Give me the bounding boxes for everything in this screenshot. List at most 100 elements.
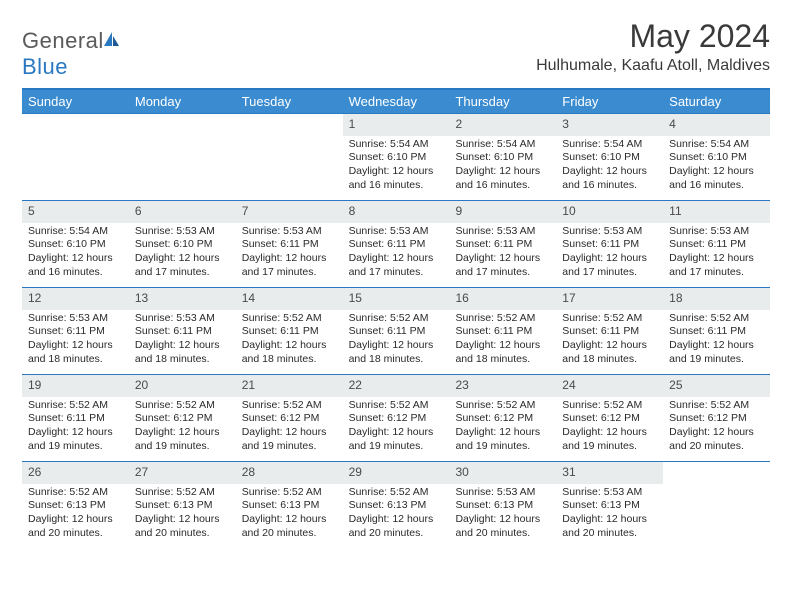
calendar-day-cell: 25Sunrise: 5:52 AMSunset: 6:12 PMDayligh… (663, 375, 770, 461)
calendar-day-cell: 8Sunrise: 5:53 AMSunset: 6:11 PMDaylight… (343, 201, 450, 287)
day-number: 8 (343, 201, 450, 223)
day-number: 21 (236, 375, 343, 397)
calendar-empty-cell (129, 114, 236, 200)
day-number: 17 (556, 288, 663, 310)
calendar-day-cell: 2Sunrise: 5:54 AMSunset: 6:10 PMDaylight… (449, 114, 556, 200)
sunrise-line: Sunrise: 5:52 AM (349, 486, 444, 500)
daylight-line: Daylight: 12 hours and 19 minutes. (135, 426, 230, 453)
day-details: Sunrise: 5:53 AMSunset: 6:13 PMDaylight:… (556, 484, 663, 547)
day-details: Sunrise: 5:54 AMSunset: 6:10 PMDaylight:… (663, 136, 770, 199)
weekday-header: Tuesday (236, 90, 343, 113)
calendar-day-cell: 6Sunrise: 5:53 AMSunset: 6:10 PMDaylight… (129, 201, 236, 287)
calendar-week-row: 26Sunrise: 5:52 AMSunset: 6:13 PMDayligh… (22, 461, 770, 548)
sunrise-line: Sunrise: 5:54 AM (28, 225, 123, 239)
daylight-line: Daylight: 12 hours and 19 minutes. (242, 426, 337, 453)
daylight-line: Daylight: 12 hours and 16 minutes. (349, 165, 444, 192)
day-details: Sunrise: 5:53 AMSunset: 6:11 PMDaylight:… (556, 223, 663, 286)
day-number: 23 (449, 375, 556, 397)
day-details: Sunrise: 5:52 AMSunset: 6:12 PMDaylight:… (449, 397, 556, 460)
calendar-empty-cell (663, 462, 770, 548)
sunrise-line: Sunrise: 5:52 AM (562, 399, 657, 413)
day-details: Sunrise: 5:52 AMSunset: 6:12 PMDaylight:… (556, 397, 663, 460)
day-number: 5 (22, 201, 129, 223)
day-details: Sunrise: 5:53 AMSunset: 6:11 PMDaylight:… (129, 310, 236, 373)
sunset-line: Sunset: 6:13 PM (455, 499, 550, 513)
day-details: Sunrise: 5:53 AMSunset: 6:11 PMDaylight:… (236, 223, 343, 286)
day-details: Sunrise: 5:53 AMSunset: 6:10 PMDaylight:… (129, 223, 236, 286)
sunset-line: Sunset: 6:11 PM (455, 325, 550, 339)
day-details: Sunrise: 5:53 AMSunset: 6:11 PMDaylight:… (663, 223, 770, 286)
sunset-line: Sunset: 6:11 PM (242, 238, 337, 252)
daylight-line: Daylight: 12 hours and 19 minutes. (349, 426, 444, 453)
calendar-day-cell: 22Sunrise: 5:52 AMSunset: 6:12 PMDayligh… (343, 375, 450, 461)
day-details: Sunrise: 5:52 AMSunset: 6:13 PMDaylight:… (236, 484, 343, 547)
sunrise-line: Sunrise: 5:52 AM (669, 312, 764, 326)
weekday-header: Wednesday (343, 90, 450, 113)
day-details: Sunrise: 5:54 AMSunset: 6:10 PMDaylight:… (22, 223, 129, 286)
weekday-header: Monday (129, 90, 236, 113)
sunset-line: Sunset: 6:11 PM (455, 238, 550, 252)
day-number: 12 (22, 288, 129, 310)
sunrise-line: Sunrise: 5:54 AM (562, 138, 657, 152)
day-details: Sunrise: 5:52 AMSunset: 6:12 PMDaylight:… (236, 397, 343, 460)
day-number: 27 (129, 462, 236, 484)
sunset-line: Sunset: 6:12 PM (349, 412, 444, 426)
daylight-line: Daylight: 12 hours and 20 minutes. (455, 513, 550, 540)
daylight-line: Daylight: 12 hours and 19 minutes. (669, 339, 764, 366)
daylight-line: Daylight: 12 hours and 20 minutes. (28, 513, 123, 540)
day-number: 7 (236, 201, 343, 223)
sunrise-line: Sunrise: 5:52 AM (349, 312, 444, 326)
logo-word2: Blue (22, 54, 68, 79)
day-details: Sunrise: 5:54 AMSunset: 6:10 PMDaylight:… (449, 136, 556, 199)
sunset-line: Sunset: 6:11 PM (28, 412, 123, 426)
calendar-empty-cell (236, 114, 343, 200)
day-number: 29 (343, 462, 450, 484)
day-number: 24 (556, 375, 663, 397)
calendar-day-cell: 28Sunrise: 5:52 AMSunset: 6:13 PMDayligh… (236, 462, 343, 548)
sunrise-line: Sunrise: 5:54 AM (669, 138, 764, 152)
sunrise-line: Sunrise: 5:52 AM (135, 399, 230, 413)
daylight-line: Daylight: 12 hours and 17 minutes. (669, 252, 764, 279)
sunset-line: Sunset: 6:13 PM (28, 499, 123, 513)
daylight-line: Daylight: 12 hours and 18 minutes. (349, 339, 444, 366)
sunset-line: Sunset: 6:10 PM (669, 151, 764, 165)
day-details: Sunrise: 5:52 AMSunset: 6:11 PMDaylight:… (236, 310, 343, 373)
sunset-line: Sunset: 6:10 PM (349, 151, 444, 165)
calendar-day-cell: 1Sunrise: 5:54 AMSunset: 6:10 PMDaylight… (343, 114, 450, 200)
day-number: 16 (449, 288, 556, 310)
calendar-day-cell: 15Sunrise: 5:52 AMSunset: 6:11 PMDayligh… (343, 288, 450, 374)
day-details: Sunrise: 5:54 AMSunset: 6:10 PMDaylight:… (556, 136, 663, 199)
day-number: 4 (663, 114, 770, 136)
day-number: 2 (449, 114, 556, 136)
daylight-line: Daylight: 12 hours and 16 minutes. (562, 165, 657, 192)
sunrise-line: Sunrise: 5:52 AM (455, 312, 550, 326)
calendar-day-cell: 31Sunrise: 5:53 AMSunset: 6:13 PMDayligh… (556, 462, 663, 548)
sunrise-line: Sunrise: 5:53 AM (562, 486, 657, 500)
weekday-header: Sunday (22, 90, 129, 113)
sunrise-line: Sunrise: 5:53 AM (349, 225, 444, 239)
location-text: Hulhumale, Kaafu Atoll, Maldives (536, 57, 770, 75)
sunrise-line: Sunrise: 5:52 AM (135, 486, 230, 500)
sunrise-line: Sunrise: 5:52 AM (28, 399, 123, 413)
day-number: 6 (129, 201, 236, 223)
day-number: 18 (663, 288, 770, 310)
day-details: Sunrise: 5:54 AMSunset: 6:10 PMDaylight:… (343, 136, 450, 199)
daylight-line: Daylight: 12 hours and 18 minutes. (455, 339, 550, 366)
sunset-line: Sunset: 6:12 PM (135, 412, 230, 426)
day-number: 26 (22, 462, 129, 484)
daylight-line: Daylight: 12 hours and 17 minutes. (135, 252, 230, 279)
daylight-line: Daylight: 12 hours and 19 minutes. (455, 426, 550, 453)
sunset-line: Sunset: 6:13 PM (349, 499, 444, 513)
daylight-line: Daylight: 12 hours and 19 minutes. (28, 426, 123, 453)
sunrise-line: Sunrise: 5:53 AM (455, 225, 550, 239)
day-number: 9 (449, 201, 556, 223)
daylight-line: Daylight: 12 hours and 18 minutes. (562, 339, 657, 366)
daylight-line: Daylight: 12 hours and 20 minutes. (562, 513, 657, 540)
calendar-day-cell: 26Sunrise: 5:52 AMSunset: 6:13 PMDayligh… (22, 462, 129, 548)
day-details: Sunrise: 5:52 AMSunset: 6:12 PMDaylight:… (663, 397, 770, 460)
calendar-day-cell: 17Sunrise: 5:52 AMSunset: 6:11 PMDayligh… (556, 288, 663, 374)
day-number: 11 (663, 201, 770, 223)
calendar-day-cell: 12Sunrise: 5:53 AMSunset: 6:11 PMDayligh… (22, 288, 129, 374)
calendar-week-row: 5Sunrise: 5:54 AMSunset: 6:10 PMDaylight… (22, 200, 770, 287)
calendar-day-cell: 27Sunrise: 5:52 AMSunset: 6:13 PMDayligh… (129, 462, 236, 548)
